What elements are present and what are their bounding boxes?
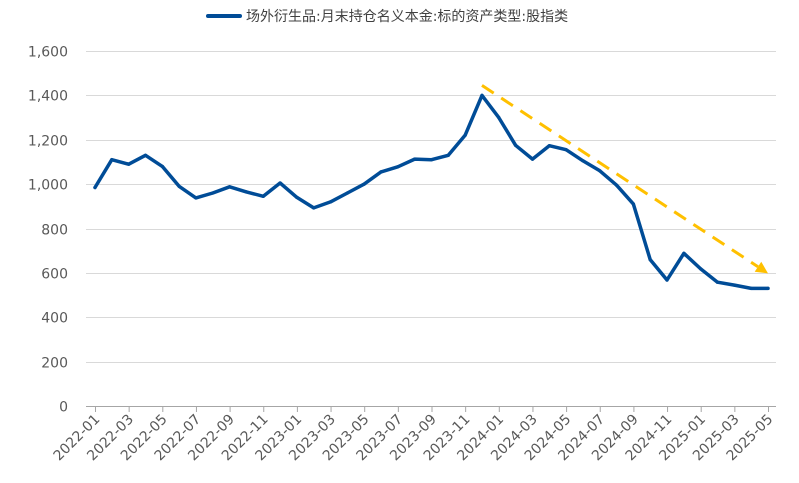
- legend-label: 场外衍生品:月末持仓名义本金:标的资产类型:股指类: [246, 9, 568, 25]
- data-point: [93, 185, 97, 190]
- data-point: [177, 184, 181, 188]
- y-tick-label: 1,600: [28, 45, 68, 61]
- data-point: [598, 169, 602, 173]
- data-point: [160, 164, 164, 168]
- data-point: [631, 202, 636, 206]
- data-point: [211, 191, 215, 195]
- x-axis: 2022-012022-032022-052022-072022-092022-…: [51, 406, 776, 464]
- gridlines: [86, 51, 776, 407]
- y-axis-tick-labels: 0 200 400 600 800 1,000 1,200 1,400 1,600: [28, 45, 68, 416]
- data-point: [699, 267, 703, 271]
- y-tick-label: 1,200: [28, 134, 68, 150]
- data-point: [110, 158, 114, 162]
- data-point: [429, 158, 434, 162]
- data-point: [497, 116, 501, 120]
- trend-arrow-line: [481, 84, 759, 268]
- data-point: [413, 157, 417, 161]
- data-point: [143, 153, 148, 157]
- data-point: [665, 278, 669, 282]
- data-point: [295, 195, 299, 199]
- data-point: [244, 190, 248, 194]
- data-point: [396, 165, 400, 169]
- data-point: [715, 280, 720, 284]
- data-point: [615, 183, 619, 187]
- y-tick-label: 200: [41, 356, 68, 372]
- data-point: [312, 206, 316, 210]
- data-point: [766, 286, 770, 290]
- trend-arrow-head: [754, 261, 768, 274]
- data-point: [732, 283, 737, 287]
- data-point: [278, 181, 282, 185]
- data-point: [514, 143, 518, 147]
- data-point: [749, 286, 753, 290]
- data-point: [127, 162, 131, 166]
- y-tick-label: 600: [41, 267, 68, 283]
- data-point: [564, 148, 568, 152]
- data-point: [648, 258, 652, 262]
- y-tick-label: 1,000: [28, 178, 68, 194]
- data-point: [345, 191, 349, 195]
- y-tick-label: 400: [41, 311, 68, 327]
- data-point: [228, 185, 232, 189]
- data-point: [446, 153, 450, 157]
- y-tick-label: 1,400: [28, 89, 68, 105]
- series-line: [93, 93, 770, 291]
- legend: 场外衍生品:月末持仓名义本金:标的资产类型:股指类: [206, 9, 568, 25]
- series: [93, 93, 770, 291]
- data-point: [463, 133, 467, 137]
- data-point: [682, 251, 686, 255]
- data-point: [194, 196, 198, 200]
- data-point: [547, 144, 551, 148]
- data-point: [530, 157, 535, 161]
- data-point: [379, 170, 383, 174]
- data-point: [328, 200, 333, 204]
- data-point: [261, 194, 265, 198]
- y-tick-label: 0: [59, 400, 68, 416]
- data-point: [480, 93, 484, 97]
- data-point: [362, 182, 366, 186]
- data-point: [581, 159, 585, 163]
- y-tick-label: 800: [41, 223, 68, 239]
- annotations: [481, 84, 768, 274]
